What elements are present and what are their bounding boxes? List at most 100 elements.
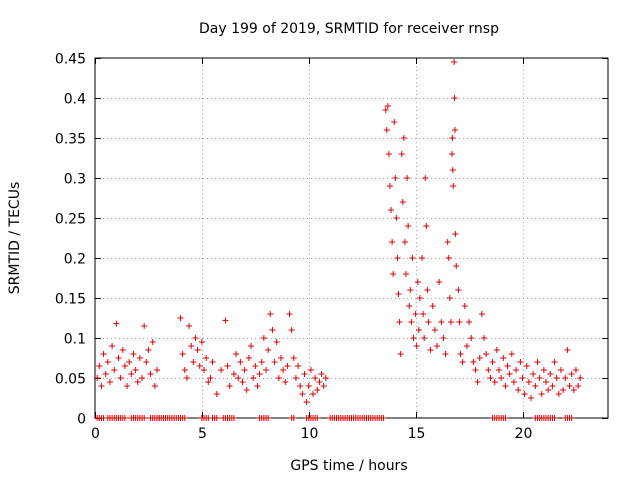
data-point bbox=[515, 387, 522, 393]
data-point bbox=[126, 359, 133, 365]
data-point bbox=[398, 151, 405, 157]
y-tick-label: 0.45 bbox=[55, 52, 86, 68]
data-point bbox=[301, 371, 308, 377]
data-point bbox=[265, 347, 272, 353]
data-point bbox=[314, 415, 321, 421]
data-point bbox=[446, 295, 453, 301]
data-point bbox=[543, 379, 550, 385]
data-point bbox=[134, 379, 141, 385]
data-point bbox=[124, 383, 131, 389]
data-point bbox=[241, 367, 248, 373]
data-point bbox=[575, 383, 582, 389]
y-tick-label: 0.4 bbox=[64, 92, 86, 108]
data-point bbox=[96, 363, 103, 369]
data-point bbox=[213, 415, 220, 421]
data-point bbox=[451, 127, 458, 133]
data-point bbox=[510, 379, 517, 385]
data-point bbox=[399, 199, 406, 205]
grid-lines bbox=[95, 58, 608, 418]
data-point bbox=[201, 367, 208, 373]
data-point bbox=[525, 379, 532, 385]
data-point bbox=[139, 375, 146, 381]
data-point bbox=[421, 335, 428, 341]
data-point bbox=[258, 359, 265, 365]
data-point bbox=[577, 375, 584, 381]
data-point bbox=[481, 335, 488, 341]
data-point bbox=[275, 375, 282, 381]
x-tick-label: 10 bbox=[301, 426, 319, 442]
chart-title: Day 199 of 2019, SRMTID for receiver rns… bbox=[199, 21, 499, 37]
data-point bbox=[254, 383, 261, 389]
data-point bbox=[109, 343, 116, 349]
data-point bbox=[431, 327, 438, 333]
data-point bbox=[406, 303, 413, 309]
data-point bbox=[141, 323, 148, 329]
data-point bbox=[405, 223, 412, 229]
data-point bbox=[147, 371, 154, 377]
data-point bbox=[478, 311, 485, 317]
data-point bbox=[407, 287, 414, 293]
data-point bbox=[213, 391, 220, 397]
data-point bbox=[119, 347, 126, 353]
x-tick-label: 0 bbox=[91, 426, 100, 442]
data-point bbox=[243, 387, 250, 393]
data-point bbox=[267, 311, 274, 317]
data-point bbox=[500, 355, 507, 361]
data-point bbox=[560, 387, 567, 393]
data-point bbox=[400, 135, 407, 141]
data-point bbox=[551, 359, 558, 365]
data-point bbox=[452, 231, 459, 237]
data-point bbox=[410, 335, 417, 341]
data-point bbox=[455, 287, 462, 293]
data-point bbox=[394, 255, 401, 261]
data-point bbox=[403, 271, 410, 277]
data-point bbox=[115, 355, 122, 361]
data-point bbox=[427, 347, 434, 353]
data-point bbox=[493, 347, 500, 353]
data-point bbox=[233, 351, 240, 357]
data-point bbox=[506, 371, 513, 377]
data-point bbox=[470, 359, 477, 365]
data-point bbox=[442, 351, 449, 357]
data-point bbox=[466, 319, 473, 325]
data-point bbox=[487, 375, 494, 381]
data-point bbox=[538, 391, 545, 397]
data-point bbox=[551, 415, 558, 421]
data-point bbox=[143, 359, 150, 365]
data-point bbox=[553, 375, 560, 381]
data-point bbox=[453, 263, 460, 269]
data-point bbox=[530, 371, 537, 377]
data-point bbox=[322, 375, 329, 381]
data-point bbox=[555, 391, 562, 397]
data-point bbox=[390, 271, 397, 277]
data-point bbox=[198, 339, 205, 345]
data-point bbox=[483, 351, 490, 357]
data-point bbox=[312, 375, 319, 381]
data-point bbox=[288, 327, 295, 333]
data-point bbox=[388, 207, 395, 213]
data-point bbox=[186, 323, 193, 329]
x-axis-label: GPS time / hours bbox=[290, 458, 407, 474]
data-point bbox=[111, 367, 118, 373]
data-point bbox=[145, 347, 152, 353]
data-point bbox=[440, 335, 447, 341]
data-point bbox=[222, 317, 229, 324]
data-point bbox=[472, 367, 479, 373]
y-tick-label: 0.1 bbox=[64, 332, 86, 348]
data-point bbox=[260, 335, 267, 341]
data-point bbox=[451, 95, 458, 101]
data-point bbox=[528, 395, 535, 401]
data-point bbox=[106, 379, 113, 385]
data-point bbox=[151, 383, 158, 389]
data-point bbox=[498, 375, 505, 381]
data-point bbox=[190, 359, 197, 365]
data-point bbox=[392, 175, 399, 181]
data-point bbox=[250, 375, 257, 381]
data-point bbox=[230, 371, 237, 377]
data-point bbox=[517, 359, 524, 365]
data-point bbox=[395, 291, 402, 297]
data-point bbox=[521, 391, 528, 397]
data-point bbox=[401, 239, 408, 245]
data-point bbox=[284, 363, 291, 369]
